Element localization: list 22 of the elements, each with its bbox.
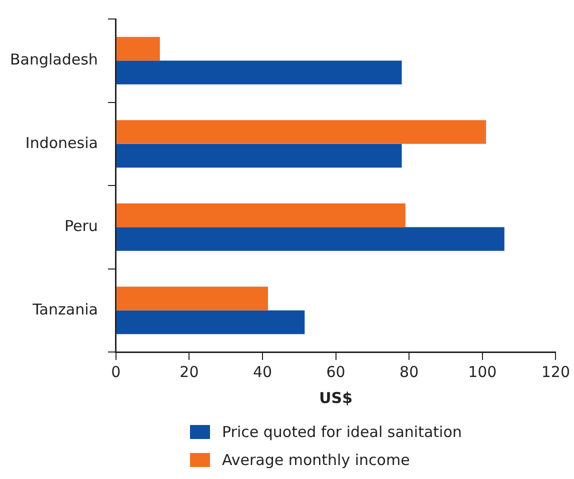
legend-label: Price quoted for ideal sanitation	[222, 423, 462, 441]
bar	[116, 310, 305, 334]
bar	[116, 120, 486, 144]
y-tick-label: Tanzania	[32, 300, 98, 318]
x-axis-title: US$	[319, 388, 353, 407]
x-tick-label: 60	[326, 362, 346, 381]
bar	[116, 286, 268, 310]
y-tick-label: Peru	[64, 217, 98, 236]
y-tick-label: Bangladesh	[10, 50, 98, 69]
bar	[116, 227, 504, 251]
x-tick-label: 0	[111, 362, 121, 381]
bar	[116, 203, 406, 228]
x-tick-label: 20	[180, 362, 199, 381]
x-tick-label: 120	[541, 362, 570, 381]
bar	[116, 144, 402, 168]
x-tick-label: 80	[400, 362, 419, 381]
x-tick-label: 100	[468, 362, 497, 381]
y-tick-label: Indonesia	[25, 134, 98, 152]
x-tick-label: 40	[252, 362, 272, 381]
bar	[116, 36, 160, 61]
bar	[116, 60, 402, 84]
legend-label: Average monthly income	[222, 451, 410, 469]
